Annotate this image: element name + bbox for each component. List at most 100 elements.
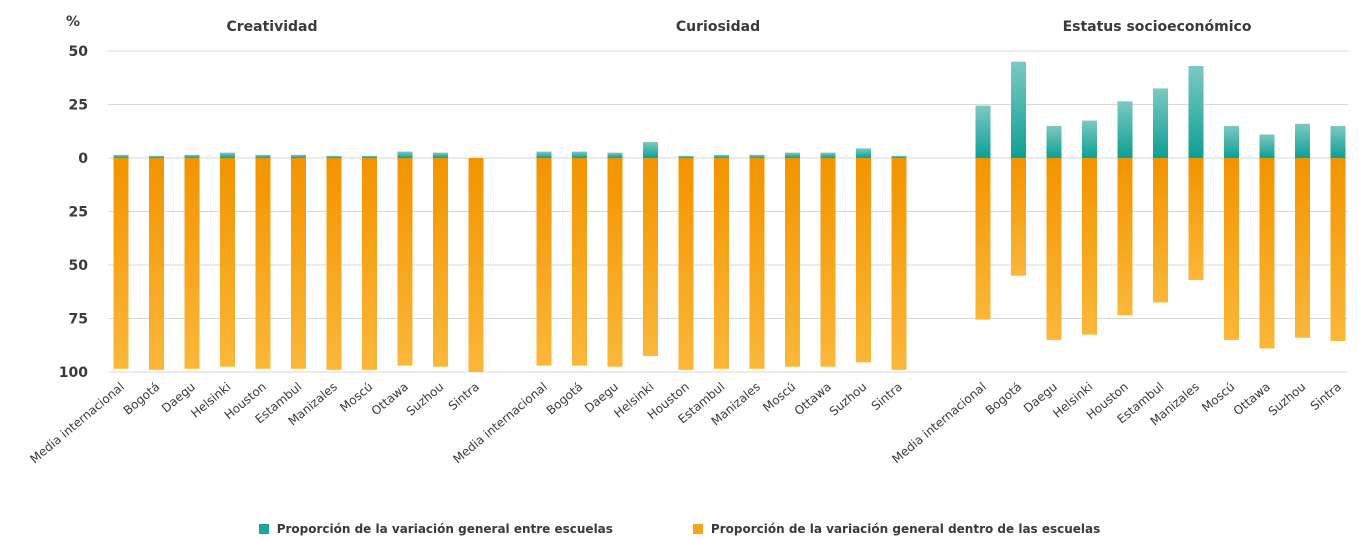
category-labels: Media internacionalBogotáDaeguHelsinkiHo… xyxy=(27,380,1344,467)
bar-within xyxy=(1153,158,1168,303)
legend-item-between: Proporción de la variación general entre… xyxy=(258,522,613,536)
bar-between xyxy=(326,155,342,158)
bar-within xyxy=(397,158,413,366)
bar-within xyxy=(536,158,552,366)
bar-within xyxy=(1117,158,1133,316)
bar-within xyxy=(468,158,484,372)
y-tick-label: 0 xyxy=(78,151,88,167)
legend-label-between: Proporción de la variación general entre… xyxy=(276,522,613,536)
bar-within xyxy=(1330,158,1346,341)
bar-within xyxy=(1046,158,1062,340)
bar-between xyxy=(1259,134,1275,158)
legend: Proporción de la variación general entre… xyxy=(0,522,1359,536)
bar-within xyxy=(643,158,658,356)
bar-between xyxy=(1082,120,1097,158)
bar-between xyxy=(433,152,448,158)
bar-between xyxy=(255,154,271,158)
bar-within xyxy=(184,158,200,369)
category-label: Bogotá xyxy=(544,380,586,418)
bar-between xyxy=(785,152,800,158)
bar-between xyxy=(1295,123,1310,158)
bar-between xyxy=(643,141,658,158)
bar-within xyxy=(220,158,235,367)
bar-within xyxy=(678,158,694,370)
category-label: Sintra xyxy=(1308,380,1344,414)
bar-between xyxy=(1046,125,1062,158)
bar-between xyxy=(856,148,871,158)
bar-within xyxy=(607,158,623,367)
bar-within xyxy=(1259,158,1275,349)
bar-within xyxy=(433,158,448,367)
legend-swatch-within xyxy=(692,524,703,534)
bar-between xyxy=(975,105,991,158)
category-label: Ottawa xyxy=(1231,380,1273,419)
bar-within xyxy=(572,158,587,366)
legend-swatch-between xyxy=(258,524,269,534)
bar-within xyxy=(1188,158,1204,280)
panel-title: Creatividad xyxy=(226,19,317,35)
category-label: Suzhou xyxy=(827,380,870,419)
bar-between xyxy=(184,154,200,158)
category-label: Sintra xyxy=(446,380,482,414)
y-tick-label: 75 xyxy=(69,312,88,328)
bar-within xyxy=(1082,158,1097,335)
y-tick-label: 100 xyxy=(59,365,88,381)
bar-between xyxy=(1153,88,1168,158)
bar-between xyxy=(536,151,552,158)
bar-between xyxy=(749,154,765,158)
bar-between xyxy=(678,155,694,158)
bar-within xyxy=(820,158,836,367)
bar-within xyxy=(785,158,800,367)
bar-between xyxy=(714,154,729,158)
panel-title: Estatus socioeconómico xyxy=(1063,19,1252,35)
bar-between xyxy=(149,155,164,158)
bar-within xyxy=(255,158,271,369)
bar-within xyxy=(891,158,907,370)
bar-within xyxy=(749,158,765,369)
category-label: Bogotá xyxy=(983,380,1025,418)
y-tick-label: 25 xyxy=(69,98,88,114)
category-label: Bogotá xyxy=(121,380,163,418)
y-tick-label: 50 xyxy=(69,44,89,60)
category-label: Media internacional xyxy=(889,380,989,467)
bar-within xyxy=(113,158,129,369)
y-unit-label: % xyxy=(66,14,80,30)
bar-within xyxy=(1224,158,1239,340)
bar-between xyxy=(1188,65,1204,158)
bar-within xyxy=(856,158,871,363)
bar-between xyxy=(113,154,129,158)
category-label: Suzhou xyxy=(1266,380,1309,419)
bar-between xyxy=(1224,125,1239,158)
panel-title: Curiosidad xyxy=(676,19,760,35)
y-tick-label: 25 xyxy=(69,205,88,221)
y-axis-ticks: 50 25 0 25 50 75 100 xyxy=(59,44,88,381)
bar-between xyxy=(572,151,587,158)
bar-between xyxy=(820,152,836,158)
bar-within xyxy=(362,158,377,370)
bar-between xyxy=(1011,61,1026,159)
category-label: Suzhou xyxy=(404,380,447,419)
category-label: Ottawa xyxy=(792,380,834,419)
category-label: Media internacional xyxy=(27,380,126,467)
bars xyxy=(113,61,1346,372)
bar-between xyxy=(220,152,235,158)
bar-within xyxy=(1295,158,1310,338)
legend-label-within: Proporción de la variación general dentr… xyxy=(710,522,1101,536)
bar-between xyxy=(397,151,413,158)
legend-item-within: Proporción de la variación general dentr… xyxy=(692,522,1101,536)
bar-between xyxy=(607,152,623,158)
bar-between xyxy=(291,154,306,158)
bar-between xyxy=(891,155,907,158)
bar-between xyxy=(362,155,377,158)
bar-within xyxy=(714,158,729,369)
bar-within xyxy=(326,158,342,370)
y-tick-label: 50 xyxy=(69,258,89,274)
bar-between xyxy=(1117,101,1133,158)
category-label: Ottawa xyxy=(369,380,411,419)
bar-within xyxy=(291,158,306,369)
bar-within xyxy=(975,158,991,320)
panel-titles: Creatividad Curiosidad Estatus socioeconóm… xyxy=(226,19,1251,35)
bar-between xyxy=(1330,125,1346,158)
category-label: Sintra xyxy=(869,380,905,414)
